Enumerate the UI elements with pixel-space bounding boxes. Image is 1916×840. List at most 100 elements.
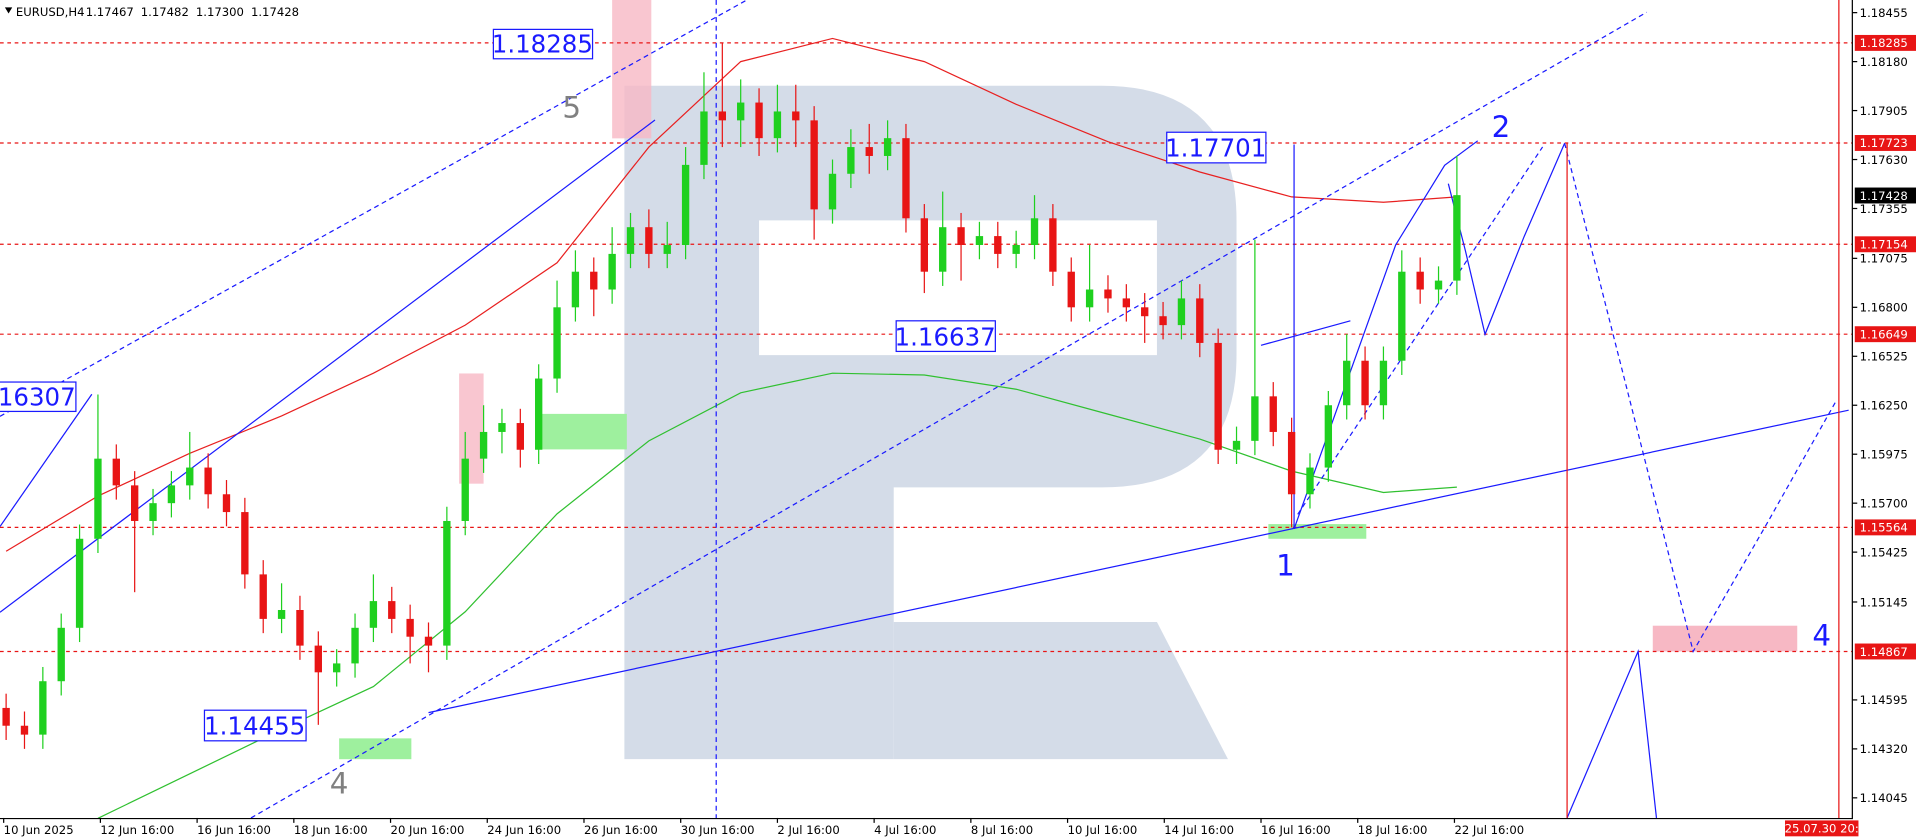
y-tick-label: 1.16800 <box>1860 301 1908 315</box>
x-tick-label: 8 Jul 16:00 <box>971 823 1033 837</box>
annotation-box <box>492 28 594 60</box>
candle-body <box>204 467 212 495</box>
candle-body <box>479 431 488 459</box>
candle-body <box>1049 218 1057 272</box>
candle-body <box>883 138 892 156</box>
annotation: 16307 <box>0 382 76 411</box>
level-label-bg <box>1854 326 1916 343</box>
candle-body <box>222 494 231 513</box>
wave-label: 4 <box>330 766 349 800</box>
zone <box>538 413 627 450</box>
annotations: 1.18285 1.17701 1.16637 1.14455 16307 <box>0 28 1267 742</box>
candle-body <box>626 227 635 254</box>
y-tick-label: 1.18180 <box>1860 55 1908 69</box>
candle-body <box>1196 298 1204 343</box>
x-tick-label: 4 Jul 16:00 <box>874 823 936 837</box>
time-label: 2025.07.30 20:00 <box>1770 822 1874 836</box>
wave-label: 5 <box>562 91 581 125</box>
candle-body <box>590 271 598 290</box>
candle-body <box>1214 342 1222 450</box>
candle-body <box>1012 244 1020 254</box>
candle-body <box>314 645 322 673</box>
candle-body <box>792 111 800 121</box>
level-label-bg <box>1854 34 1916 51</box>
x-tick-label: 18 Jun 16:00 <box>294 823 368 837</box>
y-tick-label: 1.14320 <box>1860 742 1908 756</box>
level-label-bg <box>1854 135 1916 151</box>
x-tick-label: 2 Jul 16:00 <box>777 823 839 837</box>
candle-body <box>902 138 910 219</box>
logo <box>624 85 1237 760</box>
x-tick-label: 20 Jun 16:00 <box>391 823 465 837</box>
zone <box>1652 625 1798 652</box>
candle-body <box>130 485 139 521</box>
annotation-box <box>203 709 307 742</box>
candle-body <box>443 520 451 646</box>
candle-body <box>939 227 947 272</box>
candle-body <box>388 601 396 619</box>
candle-body <box>1324 405 1333 468</box>
candle-body <box>20 725 29 735</box>
candle-body <box>39 681 47 735</box>
candle-body <box>2 707 10 726</box>
wave-labels: 5 4 1 2 4 <box>330 91 1831 801</box>
x-tick-label: 26 Jun 16:00 <box>584 823 658 837</box>
level-label: 1.14867 <box>1860 645 1908 659</box>
candle-body <box>1159 316 1167 326</box>
candle-body <box>1269 396 1277 432</box>
x-tick-label: 24 Jun 16:00 <box>487 823 561 837</box>
indicators <box>5 37 1457 819</box>
candle-body <box>957 227 965 245</box>
x-tick-label: 30 Jun 16:00 <box>681 823 755 837</box>
candle-body <box>1177 298 1186 326</box>
candle-body <box>167 485 176 504</box>
candle-body <box>406 618 414 637</box>
candle-body <box>424 636 433 646</box>
x-tick-label: 10 Jul 16:00 <box>1068 823 1138 837</box>
y-tick-label: 1.17630 <box>1860 153 1908 167</box>
candle-body <box>1104 289 1112 299</box>
y-tick-label: 1.17075 <box>1860 252 1908 266</box>
indicator-line <box>97 372 1457 819</box>
wave-label: 2 <box>1492 110 1511 144</box>
candle-body <box>1398 271 1406 361</box>
y-tick-label: 1.15145 <box>1860 595 1908 609</box>
y-tick-label: 1.14595 <box>1860 693 1908 707</box>
candle-body <box>351 627 359 664</box>
candle-body <box>975 236 984 245</box>
x-tick-label: 12 Jun 16:00 <box>100 823 174 837</box>
header-price: 1.17467 <box>86 5 134 19</box>
candle-body <box>847 147 855 174</box>
y-tick-label: 1.15425 <box>1860 545 1908 559</box>
candle-body <box>1453 195 1461 281</box>
x-tick-label: 16 Jul 16:00 <box>1261 823 1331 837</box>
y-tick-label: 1.15975 <box>1860 447 1908 461</box>
x-tick-label: 16 Jun 16:00 <box>197 823 271 837</box>
annotation: 1.16637 <box>895 322 996 351</box>
candle-body <box>645 227 653 254</box>
candle-body <box>681 164 690 245</box>
price-label: 1.17428 <box>1860 189 1908 203</box>
candle-body <box>516 423 524 450</box>
candle-body <box>296 609 304 646</box>
candle-body <box>1343 360 1351 406</box>
x-tick-label: 14 Jul 16:00 <box>1164 823 1234 837</box>
candle-body <box>571 271 580 308</box>
annotation-box <box>1166 131 1267 164</box>
annotation: 1.18285 <box>492 30 593 59</box>
candle-body <box>810 120 818 210</box>
candle-body <box>1287 431 1296 495</box>
candle-body <box>369 601 378 628</box>
candle-body <box>241 512 249 575</box>
candle-body <box>828 173 837 210</box>
candle-body <box>1122 298 1131 308</box>
candle-body <box>1416 271 1424 290</box>
candle-body <box>994 236 1002 254</box>
annotation: 1.14455 <box>204 712 305 741</box>
candle-body <box>1030 218 1039 245</box>
y-tick-label: 1.14045 <box>1860 791 1908 805</box>
candle-body <box>277 609 286 619</box>
header-price: 1.17300 <box>196 5 244 19</box>
